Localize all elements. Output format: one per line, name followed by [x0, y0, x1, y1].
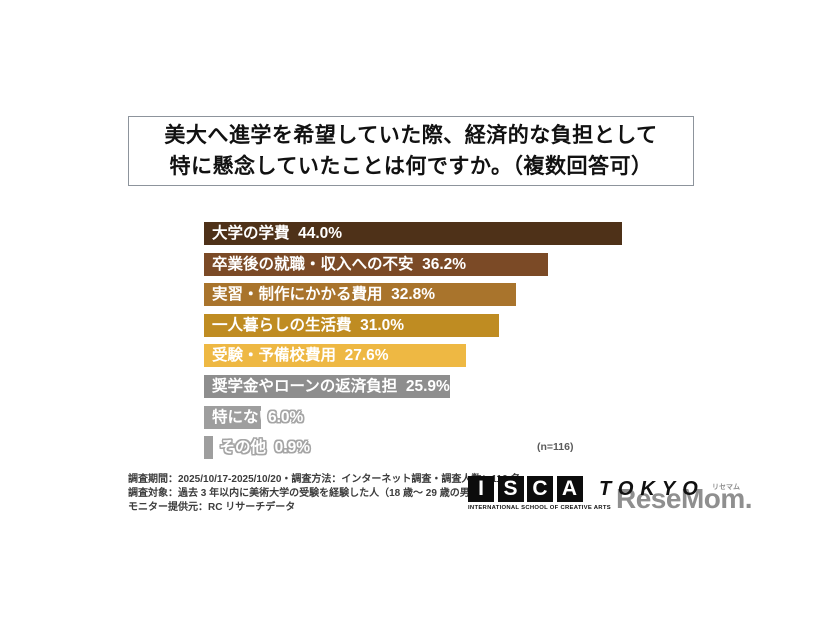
footnote-line-1: 調査期間：2025/10/17-2025/10/20・調査方法：インターネット調…	[128, 474, 521, 485]
bar-fill: 大学の学費 44.0%	[204, 222, 622, 245]
resemom-logo-text: ReseMom.	[616, 483, 753, 514]
bar-fill: 奨学金やローンの返済負担 25.9%	[204, 374, 451, 398]
isca-letter-s: S	[497, 476, 524, 502]
bar-fill: 実習・制作にかかる費用 32.8%	[204, 283, 516, 307]
bar-label-inside: 受験・予備校費用 27.6%	[212, 347, 389, 365]
bar-row: 卒業後の就職・収入への不安 36.2%	[204, 252, 629, 276]
bar-label-outside: 6.0%	[268, 408, 304, 426]
bar-row: 一人暮らしの生活費 31.0%	[204, 313, 629, 337]
bar-row: 奨学金やローンの返済負担 25.9%	[204, 374, 629, 398]
bar-label-inside: 一人暮らしの生活費 31.0%	[212, 316, 405, 334]
resemom-logo-ruby: リセマム	[712, 484, 741, 491]
bar-label-inside: 大学の学費 44.0%	[212, 225, 343, 242]
footnote-line-3: モニター提供元：RC リサーチデータ	[128, 502, 296, 513]
chart-title-line-2: 特に懸念していたことは何ですか。（複数回答可）	[169, 155, 653, 178]
bar-label-inside: 特にない	[212, 408, 275, 426]
survey-footnote: 調査期間：2025/10/17-2025/10/20・調査方法：インターネット調…	[128, 473, 520, 515]
bar-label-inside: 実習・制作にかかる費用 32.8%	[212, 286, 436, 304]
bar-chart: 大学の学費 44.0% 卒業後の就職・収入への不安 36.2% 実習・制作にかか…	[204, 222, 629, 467]
bar-label-inside: 奨学金やローンの返済負担 25.9%	[212, 377, 450, 395]
chart-title-line-1: 美大へ進学を希望していた際、経済的な負担として	[164, 123, 658, 147]
bar-fill	[204, 436, 213, 460]
chart-title-box: 美大へ進学を希望していた際、経済的な負担として 特に懸念していたことは何ですか。…	[128, 116, 694, 186]
bar-label-outside: その他 0.9%	[219, 439, 310, 457]
isca-logo: I S C A INTERNATIONAL SCHOOL OF CREATIVE…	[468, 476, 611, 511]
bar-row: その他 0.9%	[204, 436, 629, 460]
isca-logo-letters: I S C A	[468, 476, 598, 502]
bar-row: 特にない 6.0%	[204, 405, 629, 429]
footnote-line-2: 調査対象：過去 3 年以内に美術大学の受験を経験した人（18 歳〜 29 歳の男…	[128, 488, 490, 499]
sample-size-note: (n=116)	[537, 441, 574, 453]
bar-fill: 卒業後の就職・収入への不安 36.2%	[204, 252, 548, 276]
isca-letter-a: A	[556, 476, 583, 502]
isca-letter-i: I	[468, 476, 494, 502]
bar-fill: 受験・予備校費用 27.6%	[204, 344, 467, 368]
bar-fill: 一人暮らしの生活費 31.0%	[204, 313, 499, 337]
bar-row: 大学の学費 44.0%	[204, 222, 629, 245]
bar-label-inside: 卒業後の就職・収入への不安 36.2%	[212, 255, 467, 273]
resemom-logo: リセマム ReseMom.	[616, 483, 753, 515]
bar-row: 実習・制作にかかる費用 32.8%	[204, 283, 629, 307]
isca-logo-city: TOKYO	[599, 478, 705, 500]
isca-letter-c: C	[527, 476, 553, 502]
isca-logo-tagline: INTERNATIONAL SCHOOL OF CREATIVE ARTS	[468, 504, 611, 511]
bar-row: 受験・予備校費用 27.6%	[204, 344, 629, 368]
bar-fill: 特にない	[204, 405, 274, 429]
